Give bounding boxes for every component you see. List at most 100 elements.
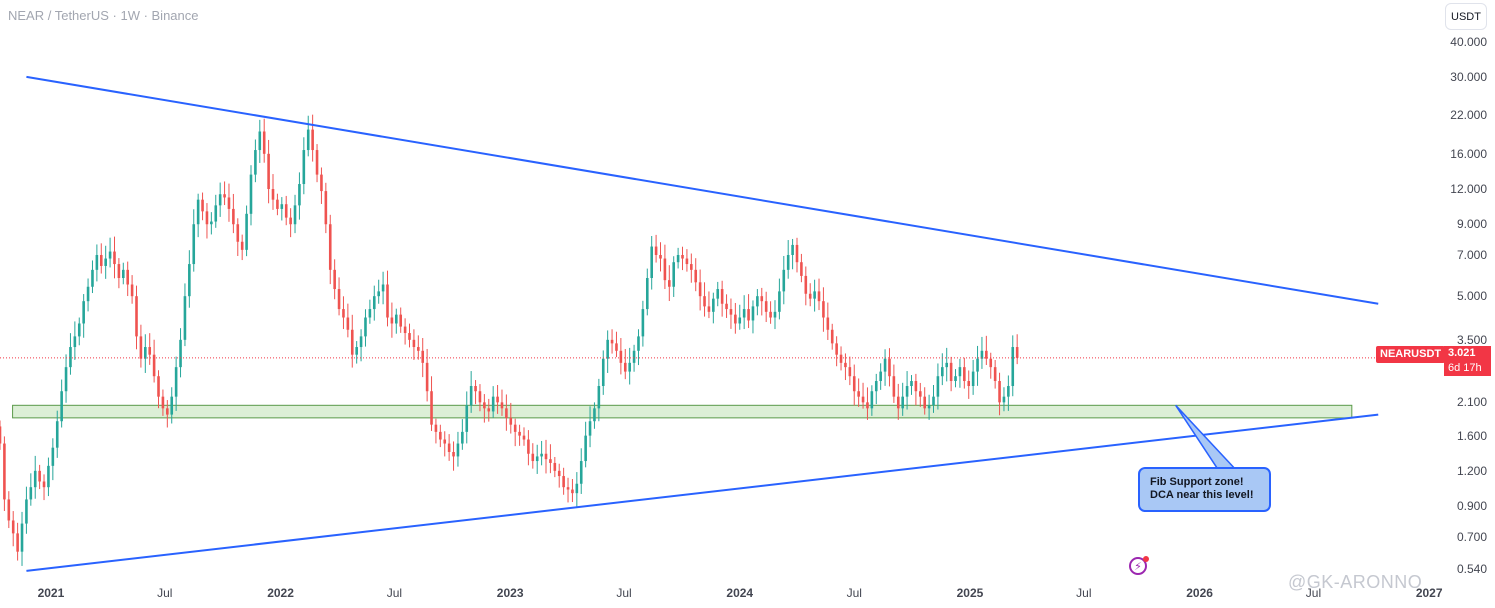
candle-body [817, 291, 821, 302]
candle-body [619, 350, 623, 363]
candle-body [562, 476, 565, 488]
time-tick-label: 2021 [37, 586, 65, 600]
candle-body [883, 358, 887, 372]
candle-body [315, 150, 319, 175]
price-tick-label: 16.000 [1450, 146, 1487, 161]
candle-body [804, 275, 808, 294]
candle-body [148, 347, 152, 355]
author-watermark: @GK-ARONNO [1288, 572, 1423, 592]
candle-body [113, 251, 116, 265]
candle-body [672, 262, 676, 287]
candle-body [99, 254, 103, 266]
candle-body [284, 204, 288, 218]
candle-body [874, 381, 878, 392]
candle-body [337, 289, 341, 310]
candle-body [505, 408, 508, 418]
callout-line-2: DCA near this level! [1150, 489, 1254, 501]
candle-body [377, 291, 380, 297]
candle-body [918, 391, 922, 397]
candle-body [716, 289, 720, 299]
currency-button[interactable]: USDT [1445, 3, 1487, 30]
candle-body [135, 296, 138, 337]
candle-body [518, 431, 521, 436]
candle-body [399, 314, 403, 327]
candle-body [456, 443, 460, 457]
candle-body [958, 367, 962, 377]
candle-body [835, 343, 838, 355]
candle-body [390, 317, 394, 324]
fib-support-callout[interactable]: Fib Support zone! DCA near this level! [1138, 467, 1271, 512]
candle-body [7, 499, 11, 521]
price-tick-label: 3.500 [1456, 332, 1487, 347]
candle-body [1002, 396, 1006, 403]
last-price-value: 3.021 [1448, 347, 1476, 359]
candle-body [985, 350, 988, 359]
time-tick-label: Jul [846, 586, 862, 600]
last-price-label: 3.021 6d 17h [1444, 346, 1491, 376]
candle-body [412, 339, 416, 348]
time-tick-label: Jul [157, 586, 173, 600]
time-tick-label: 2022 [267, 586, 294, 600]
candle-body [302, 150, 306, 185]
candle-body [800, 262, 803, 276]
bar-countdown: 6d 17h [1448, 362, 1482, 374]
candle-body [712, 298, 715, 312]
candle-body [130, 284, 134, 297]
candle-body [276, 199, 279, 209]
candle-body [55, 421, 59, 448]
candle-body [659, 254, 662, 259]
candle-body [654, 246, 658, 255]
candle-body [910, 381, 913, 387]
candle-body [1011, 347, 1015, 387]
candle-body [86, 286, 90, 302]
candle-body [901, 396, 904, 409]
candle-body [430, 391, 433, 425]
candle-body [465, 405, 469, 432]
candle-body [91, 269, 94, 287]
time-tick-label: 2025 [956, 586, 984, 600]
candle-body [927, 405, 931, 409]
candle-body [3, 443, 6, 500]
price-tick-label: 12.000 [1450, 182, 1487, 197]
candle-body [694, 269, 698, 283]
candle-body [623, 362, 627, 372]
candle-body [993, 367, 997, 382]
candle-body [676, 254, 680, 263]
candle-body [364, 317, 367, 337]
candle-body [522, 435, 526, 440]
candle-body [69, 347, 72, 368]
candle-body [95, 254, 99, 270]
candle-body [698, 282, 702, 297]
candle-body [249, 174, 253, 214]
candle-body [593, 408, 596, 422]
candle-body [126, 269, 129, 285]
candle-body [597, 386, 601, 409]
candle-body [144, 347, 147, 359]
candle-body [42, 481, 46, 488]
candle-body [51, 447, 55, 466]
candle-body [179, 339, 182, 368]
candle-body [791, 244, 794, 255]
candle-body [491, 396, 495, 412]
time-tick-label: 2026 [1186, 586, 1213, 600]
candle-body [192, 224, 196, 265]
candle-body [632, 350, 636, 363]
candle-body [954, 376, 957, 382]
candle-body [152, 354, 156, 377]
candle-body [333, 269, 336, 290]
candle-body [782, 269, 786, 292]
candle-body [487, 408, 491, 412]
candle-body [403, 326, 407, 334]
candle-body [615, 343, 618, 351]
candle-body [857, 391, 860, 397]
candle-body [967, 381, 971, 387]
candle-body [381, 284, 385, 292]
candle-body [262, 131, 266, 154]
lightning-icon[interactable]: ⚡ [1129, 557, 1147, 575]
candle-body [588, 421, 592, 436]
candle-body [734, 314, 737, 324]
candle-body [293, 205, 297, 225]
candle-body [764, 301, 768, 312]
candle-body [439, 431, 442, 440]
